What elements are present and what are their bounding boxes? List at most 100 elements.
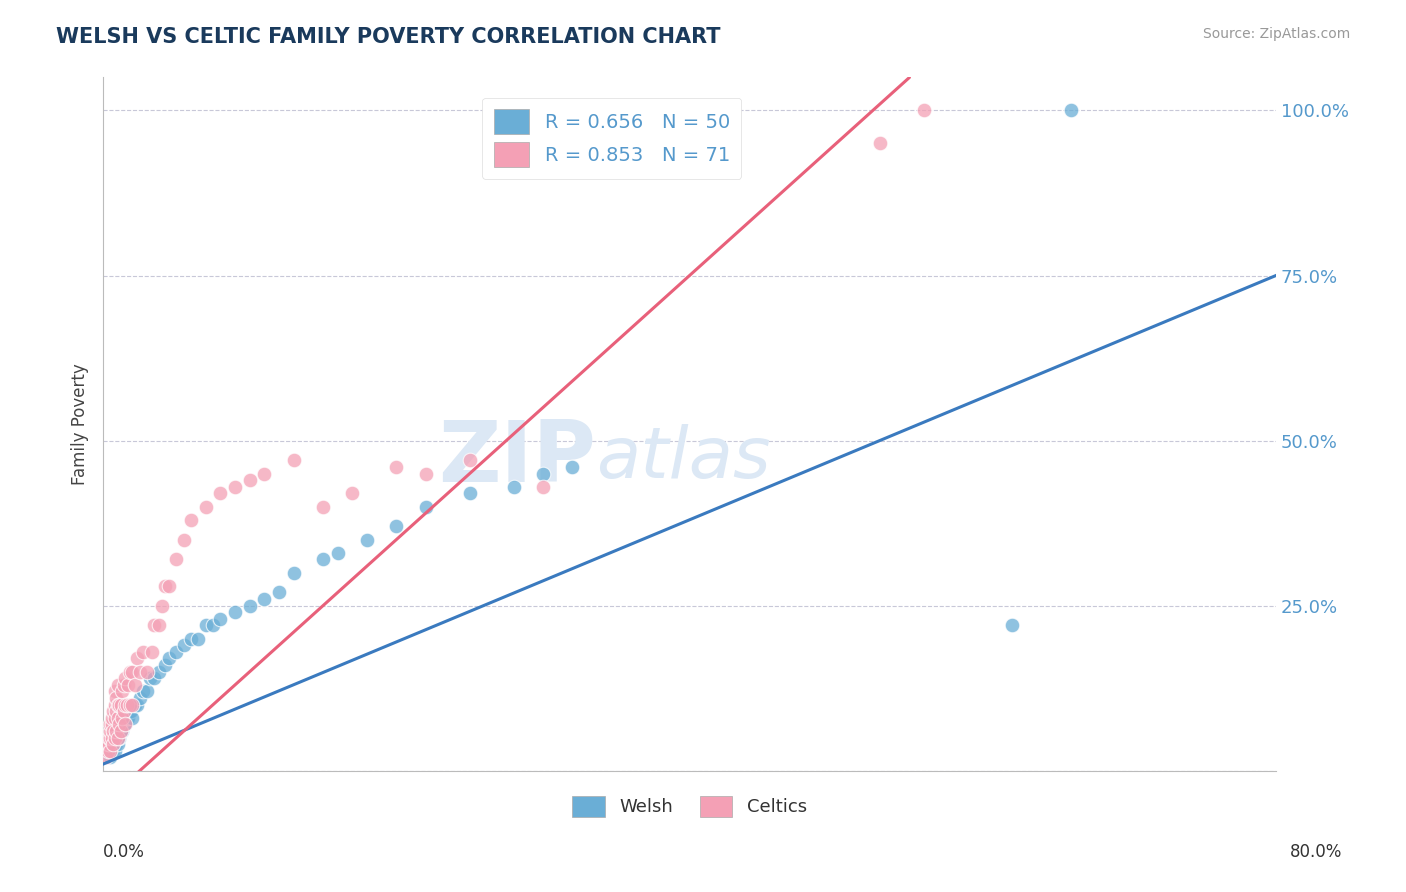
Point — [100, 750, 122, 764]
Point — [121, 711, 143, 725]
Point — [458, 486, 481, 500]
Point — [124, 698, 146, 712]
Legend: Welsh, Celtics: Welsh, Celtics — [565, 789, 814, 824]
Point — [112, 704, 135, 718]
Point — [132, 645, 155, 659]
Point — [101, 731, 124, 745]
Point — [105, 704, 128, 718]
Point — [283, 566, 305, 580]
Point — [458, 453, 481, 467]
Point — [112, 678, 135, 692]
Point — [385, 460, 408, 475]
Point — [124, 678, 146, 692]
Point — [267, 585, 290, 599]
Point — [253, 467, 276, 481]
Point — [312, 552, 335, 566]
Point — [153, 658, 176, 673]
Point — [869, 136, 891, 151]
Point — [118, 698, 141, 712]
Point — [239, 599, 262, 613]
Point — [224, 605, 246, 619]
Point — [104, 684, 127, 698]
Point — [107, 698, 129, 712]
Point — [125, 651, 148, 665]
Point — [253, 592, 276, 607]
Point — [118, 704, 141, 718]
Point — [202, 618, 225, 632]
Point — [502, 480, 524, 494]
Point — [114, 698, 136, 712]
Point — [173, 638, 195, 652]
Point — [150, 599, 173, 613]
Point — [98, 737, 121, 751]
Point — [415, 500, 437, 514]
Point — [136, 684, 159, 698]
Point — [104, 711, 127, 725]
Point — [128, 691, 150, 706]
Point — [101, 711, 124, 725]
Point — [111, 711, 134, 725]
Point — [108, 698, 131, 712]
Point — [1001, 618, 1024, 632]
Point — [143, 618, 166, 632]
Point — [148, 665, 170, 679]
Point — [187, 632, 209, 646]
Point — [103, 737, 125, 751]
Point — [912, 103, 935, 118]
Point — [120, 704, 142, 718]
Point — [385, 519, 408, 533]
Point — [101, 717, 124, 731]
Point — [105, 724, 128, 739]
Point — [157, 651, 180, 665]
Point — [111, 684, 134, 698]
Point — [312, 500, 335, 514]
Point — [173, 533, 195, 547]
Point — [148, 618, 170, 632]
Point — [194, 500, 217, 514]
Point — [103, 724, 125, 739]
Point — [107, 678, 129, 692]
Point — [180, 632, 202, 646]
Point — [110, 698, 132, 712]
Point — [100, 731, 122, 745]
Point — [103, 704, 125, 718]
Point — [115, 698, 138, 712]
Point — [283, 453, 305, 467]
Point — [112, 717, 135, 731]
Point — [110, 724, 132, 739]
Text: WELSH VS CELTIC FAMILY POVERTY CORRELATION CHART: WELSH VS CELTIC FAMILY POVERTY CORRELATI… — [56, 27, 721, 46]
Point — [107, 711, 129, 725]
Point — [115, 711, 138, 725]
Point — [114, 671, 136, 685]
Text: atlas: atlas — [596, 425, 770, 493]
Point — [165, 552, 187, 566]
Point — [117, 678, 139, 692]
Point — [153, 579, 176, 593]
Text: ZIP: ZIP — [437, 417, 596, 500]
Point — [104, 731, 127, 745]
Point — [326, 546, 349, 560]
Text: 80.0%: 80.0% — [1291, 843, 1343, 861]
Point — [98, 731, 121, 745]
Point — [105, 737, 128, 751]
Point — [100, 744, 122, 758]
Point — [121, 665, 143, 679]
Point — [136, 665, 159, 679]
Point — [531, 467, 554, 481]
Point — [121, 698, 143, 712]
Point — [114, 717, 136, 731]
Point — [107, 737, 129, 751]
Point — [224, 480, 246, 494]
Point — [107, 724, 129, 739]
Point — [125, 698, 148, 712]
Point — [100, 717, 122, 731]
Point — [105, 691, 128, 706]
Point — [1060, 103, 1083, 118]
Point — [117, 711, 139, 725]
Point — [415, 467, 437, 481]
Point — [96, 737, 118, 751]
Point — [132, 684, 155, 698]
Point — [104, 698, 127, 712]
Point — [139, 671, 162, 685]
Point — [194, 618, 217, 632]
